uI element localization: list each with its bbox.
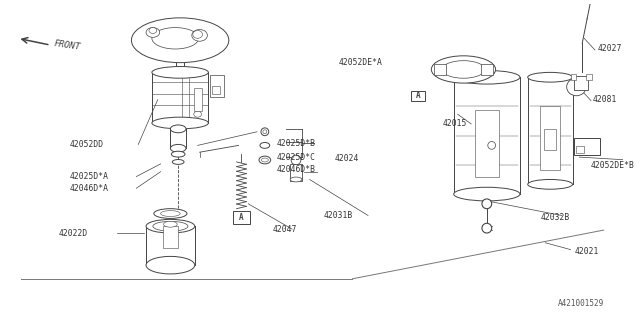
Ellipse shape: [131, 18, 229, 63]
Text: A: A: [415, 91, 420, 100]
Ellipse shape: [528, 72, 573, 82]
Ellipse shape: [454, 70, 520, 84]
Bar: [540, 107, 560, 170]
Text: 42047: 42047: [273, 225, 297, 234]
Text: 42015: 42015: [443, 119, 467, 128]
Text: 42046D*B: 42046D*B: [276, 165, 316, 174]
Text: 42052DE*A: 42052DE*A: [339, 58, 383, 67]
Text: 42052DE*B: 42052DE*B: [591, 161, 635, 170]
Bar: [212, 86, 220, 94]
Ellipse shape: [170, 125, 186, 133]
Text: 42025D*A: 42025D*A: [70, 172, 109, 181]
Ellipse shape: [528, 180, 573, 189]
Ellipse shape: [152, 67, 209, 78]
Bar: [290, 164, 302, 181]
Ellipse shape: [291, 155, 301, 165]
Ellipse shape: [261, 158, 268, 162]
Ellipse shape: [261, 128, 269, 136]
Ellipse shape: [170, 144, 186, 152]
Ellipse shape: [146, 220, 195, 233]
Text: 42022D: 42022D: [58, 228, 88, 237]
Text: FRONT: FRONT: [54, 39, 81, 52]
Text: 42032B: 42032B: [540, 213, 570, 222]
Ellipse shape: [192, 29, 207, 41]
Bar: [577, 146, 584, 153]
Ellipse shape: [152, 28, 198, 49]
Text: 42046D*A: 42046D*A: [70, 184, 109, 193]
Bar: [544, 129, 556, 150]
Bar: [411, 91, 424, 100]
Text: A: A: [239, 213, 244, 222]
Ellipse shape: [454, 187, 520, 201]
Text: 42021: 42021: [575, 247, 599, 256]
Ellipse shape: [172, 159, 184, 164]
Ellipse shape: [161, 211, 180, 216]
Ellipse shape: [290, 177, 302, 182]
Ellipse shape: [259, 156, 271, 164]
Ellipse shape: [152, 117, 209, 129]
Bar: [475, 110, 499, 177]
Ellipse shape: [482, 223, 492, 233]
Ellipse shape: [146, 28, 159, 37]
Text: 42025D*C: 42025D*C: [276, 153, 316, 162]
Ellipse shape: [260, 142, 269, 148]
Ellipse shape: [488, 141, 495, 149]
Text: 42031B: 42031B: [323, 211, 353, 220]
Ellipse shape: [153, 221, 188, 231]
Ellipse shape: [442, 61, 485, 78]
Ellipse shape: [172, 151, 185, 157]
Text: 42052DD: 42052DD: [70, 140, 104, 149]
Bar: [575, 138, 600, 155]
Text: A421001529: A421001529: [557, 299, 604, 308]
Ellipse shape: [263, 130, 267, 134]
Ellipse shape: [194, 111, 202, 117]
Ellipse shape: [146, 256, 195, 274]
Ellipse shape: [164, 221, 177, 227]
Text: 42024: 42024: [335, 154, 359, 163]
Bar: [586, 74, 592, 80]
Ellipse shape: [193, 30, 202, 38]
Text: 42027: 42027: [598, 44, 622, 52]
Ellipse shape: [149, 28, 157, 33]
Bar: [211, 75, 224, 97]
Bar: [435, 64, 446, 75]
Bar: [575, 76, 588, 90]
Ellipse shape: [566, 78, 586, 96]
Bar: [570, 74, 577, 80]
Ellipse shape: [431, 56, 495, 83]
Bar: [580, 0, 598, 2]
Text: 42025D*B: 42025D*B: [276, 139, 316, 148]
Bar: [163, 226, 178, 248]
Bar: [481, 64, 493, 75]
Bar: [233, 211, 250, 224]
Ellipse shape: [482, 199, 492, 209]
Bar: [194, 88, 202, 111]
Ellipse shape: [154, 209, 187, 219]
Text: 42081: 42081: [593, 95, 618, 104]
